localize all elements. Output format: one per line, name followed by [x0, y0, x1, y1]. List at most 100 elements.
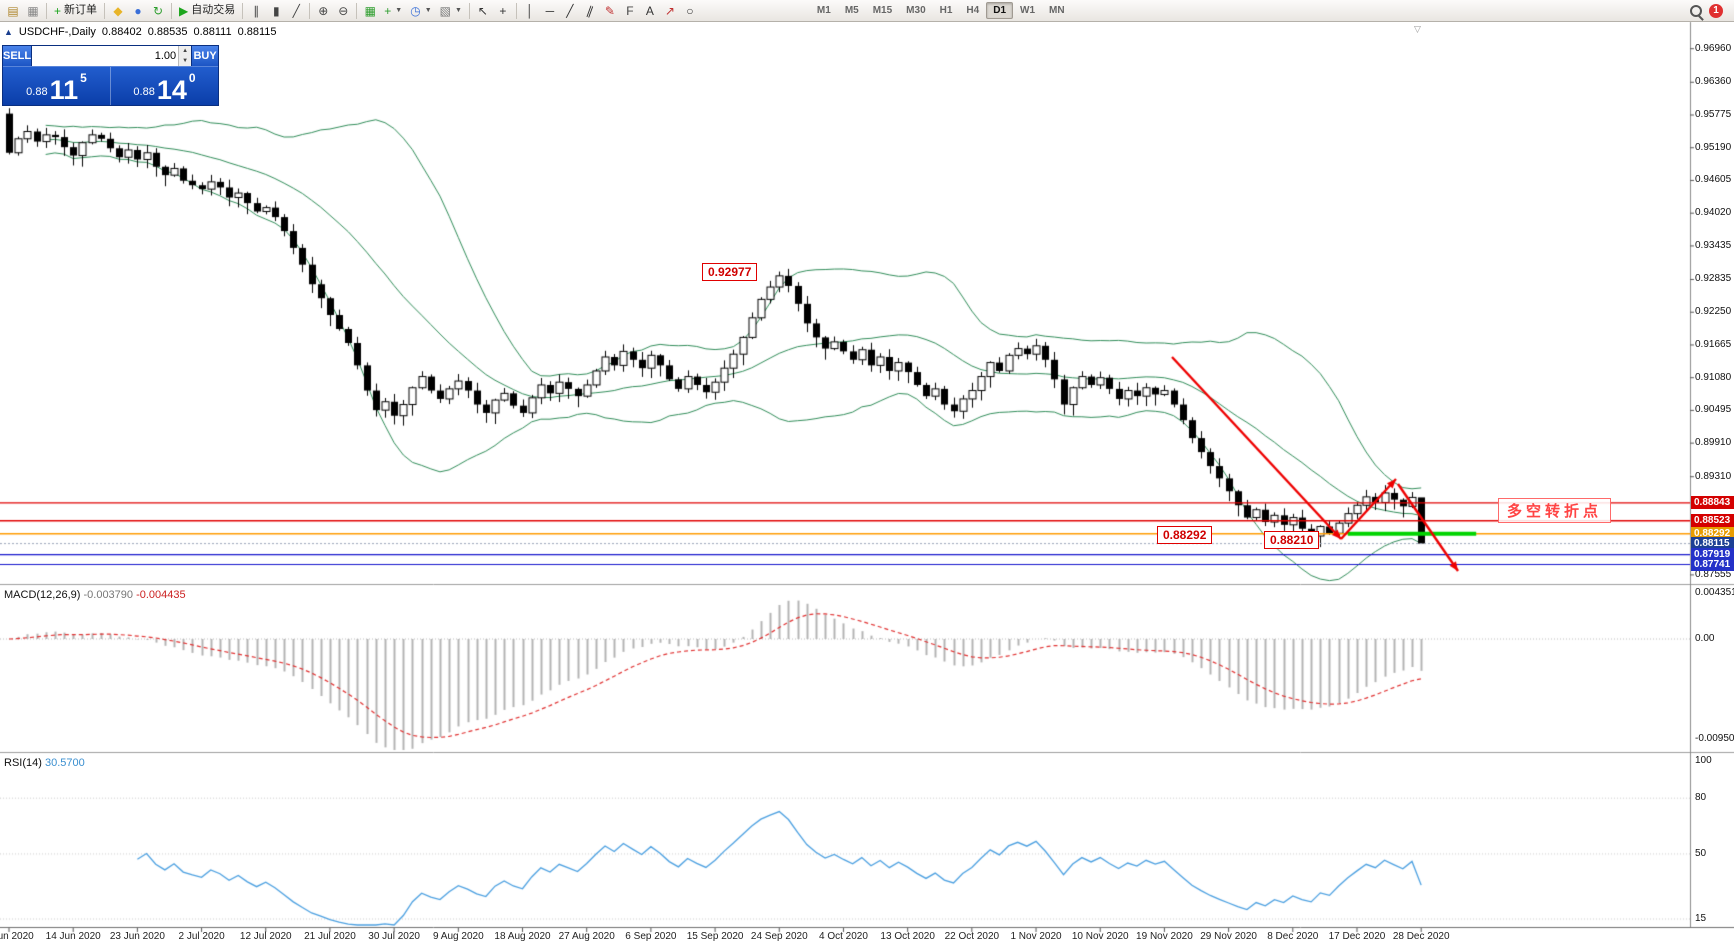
metaeditor-icon[interactable]: ◆	[113, 3, 123, 18]
chart-window-icon: ▲	[4, 27, 13, 37]
date-label: 4 Jun 2020	[0, 931, 34, 942]
tab-timeframe-H4[interactable]: H4	[966, 5, 980, 16]
toolbar-separator	[515, 2, 517, 19]
annotation-low-price[interactable]: 0.88210	[1264, 531, 1320, 549]
vline-icon[interactable]: │	[526, 3, 534, 18]
price-axis-label: 0.92835	[1695, 273, 1732, 285]
search-icon[interactable]	[1690, 4, 1702, 17]
buy-button[interactable]: BUY	[192, 46, 218, 66]
annotation-peak-price[interactable]: 0.92977	[702, 263, 758, 281]
indicators-icon[interactable]: + ▼	[384, 3, 403, 18]
date-label: 12 Jul 2020	[239, 931, 292, 942]
bars-chart-icon[interactable]: ∥	[253, 3, 260, 18]
sell-price[interactable]: 0.88 11 5	[3, 67, 110, 105]
buy-price[interactable]: 0.88 14 0	[111, 67, 218, 105]
date-label: 30 Jul 2020	[368, 931, 420, 942]
new-order-button-label: 新订单	[64, 4, 98, 16]
shapes-icon[interactable]: ○	[686, 3, 694, 18]
date-label: 18 Aug 2020	[494, 931, 551, 942]
price-axis-label: 0.90495	[1695, 404, 1732, 416]
arrows-icon[interactable]: ↗	[664, 3, 675, 18]
date-label: 8 Dec 2020	[1267, 931, 1319, 942]
pencil-icon[interactable]: ✎	[604, 3, 615, 18]
profiles-icon[interactable]: ▦	[27, 3, 39, 18]
macd-value: -0.003790	[83, 589, 134, 601]
one-click-trade-panel: SELL ▲ ▼ BUY 0.88 11 5 0.88 14 0	[2, 45, 219, 106]
line-chart-icon[interactable]: ╱	[292, 3, 300, 18]
date-label: 17 Dec 2020	[1328, 931, 1386, 942]
sell-price-big: 11	[49, 75, 79, 106]
tab-timeframe-M5[interactable]: M5	[844, 5, 859, 16]
template-icon[interactable]: ▧ ▼	[439, 3, 462, 18]
ohlc-open: 0.88402	[101, 26, 142, 38]
sell-button[interactable]: SELL	[3, 46, 32, 66]
sell-price-sup: 5	[80, 71, 87, 85]
price-axis-label: 0.94020	[1695, 207, 1732, 219]
new-chart-icon[interactable]: ▤	[7, 3, 19, 18]
trade-panel-divider	[110, 67, 111, 105]
tab-timeframe-W1[interactable]: W1	[1020, 5, 1036, 16]
ohlc-high: 0.88535	[147, 26, 188, 38]
price-axis-label: 0.96360	[1695, 76, 1732, 88]
market-icon[interactable]: ●	[134, 3, 142, 18]
price-axis-label: 0.89910	[1695, 437, 1732, 449]
zoom-in-icon[interactable]: ⊕	[318, 3, 329, 18]
price-axis-label: 0.91665	[1695, 338, 1732, 350]
price-tag-0.87741: 0.87741	[1691, 558, 1734, 571]
volume-up-button[interactable]: ▲	[179, 46, 192, 56]
cursor-icon[interactable]: ↖	[477, 3, 488, 18]
tab-timeframe-M15[interactable]: M15	[872, 5, 893, 16]
price-tag-0.88523: 0.88523	[1691, 514, 1734, 528]
zoom-out-icon[interactable]: ⊖	[338, 3, 349, 18]
buy-price-big: 14	[156, 75, 187, 106]
period-icon[interactable]: ◷ ▼	[410, 3, 432, 18]
rsi-axis-label: 80	[1695, 792, 1707, 804]
tab-timeframe-M30[interactable]: M30	[906, 5, 926, 16]
price-tag-0.87919: 0.87919	[1691, 548, 1734, 562]
hline-icon[interactable]: ─	[545, 3, 555, 18]
trendline-icon[interactable]: ╱	[566, 3, 574, 18]
tab-timeframe-MN[interactable]: MN	[1049, 5, 1065, 16]
candles-chart-icon[interactable]: ▮	[272, 3, 280, 18]
tab-timeframe-H1[interactable]: H1	[939, 5, 953, 16]
price-tag-0.88292: 0.88292	[1691, 527, 1734, 541]
volume-down-button[interactable]: ▼	[179, 56, 192, 66]
price-axis-label: 0.95190	[1695, 141, 1732, 153]
annotation-support-price[interactable]: 0.88292	[1157, 526, 1213, 544]
date-label: 1 Nov 2020	[1010, 931, 1062, 942]
volume-input[interactable]	[32, 46, 179, 66]
text-icon[interactable]: A	[645, 3, 654, 18]
toolbar-separator	[309, 2, 311, 19]
rsi-value: 30.5700	[44, 757, 85, 769]
new-order-button[interactable]: + 新订单	[54, 3, 98, 18]
notification-badge[interactable]: 1	[1709, 3, 1723, 18]
fibo-icon[interactable]: F	[626, 3, 634, 18]
toolbar-separator	[104, 2, 106, 19]
date-label: 28 Dec 2020	[1392, 931, 1450, 942]
macd-axis-label: 0.004351	[1695, 587, 1734, 599]
date-label: 9 Aug 2020	[433, 931, 484, 942]
tab-timeframe-D1[interactable]: D1	[986, 2, 1014, 19]
tab-timeframe-M1[interactable]: M1	[816, 5, 831, 16]
chevron-down-icon: ▼	[395, 7, 403, 14]
auto-trading-button-label: 自动交易	[191, 4, 236, 16]
buy-price-sup: 0	[188, 71, 196, 85]
date-label: 14 Jun 2020	[45, 931, 101, 942]
rsi-axis-label: 15	[1695, 913, 1707, 924]
channel-icon[interactable]: ∥	[584, 2, 596, 19]
annotation-turning-point[interactable]: 多空转折点	[1498, 498, 1612, 523]
refresh-icon[interactable]: ↻	[152, 3, 164, 18]
crosshair-icon[interactable]: +	[499, 3, 507, 18]
rsi-axis-label: 100	[1695, 755, 1712, 766]
macd-axis-label: -0.009504	[1695, 732, 1734, 744]
price-axis-label: 0.89310	[1695, 470, 1732, 482]
macd-label: MACD(12,26,9) -0.003790 -0.004435	[4, 589, 186, 601]
auto-trading-button[interactable]: ▶ 自动交易	[179, 3, 236, 18]
symbol-label: USDCHF-,Daily	[18, 26, 96, 38]
timeframe-toolbar: M1 M5 M15 M30 H1 H4 D1 W1 MN	[810, 2, 1072, 19]
tile-windows-icon[interactable]: ▦	[364, 3, 376, 18]
buy-price-base: 0.88	[133, 86, 155, 98]
rsi-label: RSI(14) 30.5700	[4, 757, 85, 769]
price-axis-label: 0.92250	[1695, 306, 1732, 318]
